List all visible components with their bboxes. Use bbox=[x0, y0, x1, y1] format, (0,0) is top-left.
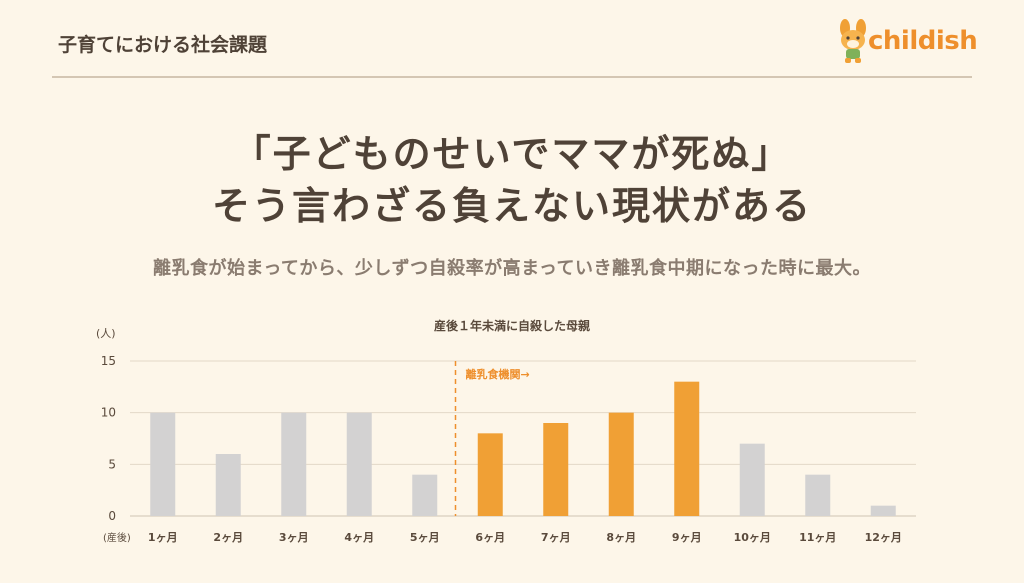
x-tick-label: 4ヶ月 bbox=[344, 531, 374, 544]
logo-text: childish bbox=[868, 26, 978, 56]
x-axis-label: (産後) bbox=[103, 531, 131, 544]
annotation-group: 離乳食機関→ bbox=[454, 361, 530, 516]
y-tick-labels: 0 5 10 15 bbox=[101, 354, 116, 523]
bar bbox=[150, 412, 176, 516]
x-tick-label: 3ヶ月 bbox=[279, 531, 309, 544]
y-axis-unit: (人) bbox=[96, 327, 116, 340]
x-tick-label: 10ヶ月 bbox=[734, 531, 771, 544]
x-tick-label: 1ヶ月 bbox=[148, 531, 178, 544]
bar bbox=[674, 381, 700, 516]
headline: 「子どものせいでママが死ぬ」 そう言わざる負えない現状がある bbox=[0, 128, 1024, 232]
subline: 離乳食が始まってから、少しずつ自殺率が高まっていき離乳食中期になった時に最大。 bbox=[153, 258, 871, 279]
bar bbox=[477, 433, 503, 516]
x-tick-label: 11ヶ月 bbox=[799, 531, 836, 544]
chart-area: 産後１年未満に自殺した母親 (人) (産後) 0 5 10 15 1ヶ月 2ヶ月 3ヶ月 4… bbox=[0, 310, 1024, 579]
bar bbox=[412, 474, 438, 516]
header: 子育てにおける社会課題 childish bbox=[0, 0, 1024, 78]
x-tick-label: 2ヶ月 bbox=[213, 531, 243, 544]
x-tick-labels: 1ヶ月 2ヶ月 3ヶ月 4ヶ月 5ヶ月 6ヶ月 7ヶ月 8ヶ月 9ヶ月 10ヶ月 11ヶ月 12ヶ月 bbox=[148, 531, 902, 544]
y-tick-label: 15 bbox=[101, 354, 116, 368]
annotation-label: 離乳食機関→ bbox=[466, 367, 530, 381]
x-tick-label: 6ヶ月 bbox=[475, 531, 505, 544]
dog-mascot-icon bbox=[840, 19, 866, 63]
chart-title: 産後１年未満に自殺した母親 bbox=[434, 318, 590, 333]
x-tick-label: 12ヶ月 bbox=[865, 531, 902, 544]
x-tick-label: 7ヶ月 bbox=[541, 531, 571, 544]
grid-lines bbox=[130, 360, 916, 517]
headline-line-2: そう言わざる負えない現状がある bbox=[211, 184, 812, 228]
x-tick-label: 9ヶ月 bbox=[672, 531, 702, 544]
bar bbox=[805, 474, 831, 516]
x-tick-label: 8ヶ月 bbox=[606, 531, 636, 544]
y-tick-label: 10 bbox=[101, 406, 116, 420]
bar bbox=[608, 412, 634, 516]
x-tick-label: 5ヶ月 bbox=[410, 531, 440, 544]
bar bbox=[215, 454, 241, 516]
bars bbox=[150, 381, 896, 516]
section-title: 子育てにおける社会課題 bbox=[58, 34, 268, 56]
bar bbox=[281, 412, 307, 516]
y-tick-label: 5 bbox=[108, 457, 116, 471]
headline-line-1: 「子どものせいでママが死ぬ」 bbox=[232, 132, 792, 176]
y-tick-label: 0 bbox=[108, 509, 116, 523]
bar bbox=[543, 423, 569, 516]
bar-chart: 産後１年未満に自殺した母親 (人) (産後) 0 5 10 15 1ヶ月 2ヶ月 3ヶ月 4… bbox=[96, 318, 916, 544]
bar bbox=[739, 443, 765, 516]
bar bbox=[870, 505, 896, 516]
childish-logo: childish bbox=[836, 18, 978, 64]
header-divider bbox=[52, 76, 972, 78]
bar bbox=[346, 412, 372, 516]
